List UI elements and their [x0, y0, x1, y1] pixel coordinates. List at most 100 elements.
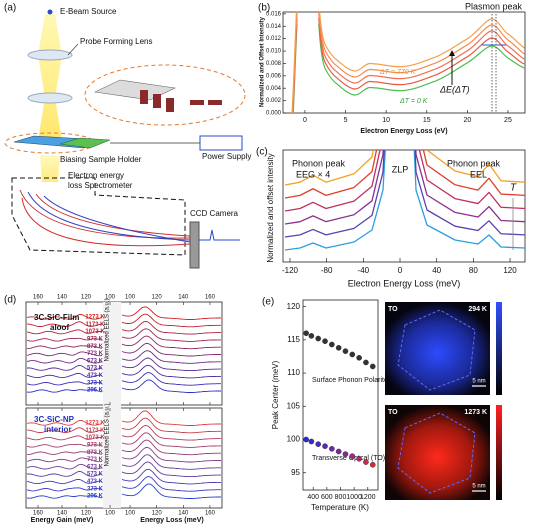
- curve: [26, 372, 103, 379]
- spectrometer: [11, 177, 186, 256]
- annotation: ΔT = 0 K: [399, 98, 428, 105]
- curves: [26, 306, 221, 499]
- point: [308, 438, 315, 445]
- y-tick-label: 0.004: [266, 86, 282, 92]
- x-tick-label: 140: [178, 511, 189, 517]
- curve: [284, 150, 525, 238]
- arrowhead: [449, 50, 455, 56]
- point: [356, 455, 362, 462]
- x-tick-label: 600: [321, 494, 333, 501]
- map-label: TO: [388, 306, 398, 313]
- curve: [121, 461, 221, 478]
- point: [322, 443, 328, 449]
- curve: [26, 381, 103, 386]
- temperature-label: 673 K: [87, 464, 104, 470]
- annotation: EEL: [470, 169, 487, 179]
- curves: [284, 150, 525, 251]
- x-tick-label: 120: [152, 511, 163, 517]
- x-tick-label: 80: [469, 266, 478, 275]
- x-tick-label: 140: [57, 511, 68, 517]
- map-label: 294 K: [468, 306, 487, 313]
- point: [308, 333, 315, 339]
- temperature-label: 773 K: [87, 351, 104, 357]
- point: [329, 341, 335, 348]
- temperature-label: 1173 K: [85, 428, 105, 434]
- trajectory: [35, 193, 191, 237]
- y-tick-label: 0.010: [266, 49, 282, 55]
- curve: [121, 476, 221, 492]
- x-tick-label: 140: [178, 295, 189, 301]
- axis-label: Normalized EELS (a.u.): [105, 403, 111, 466]
- axis-label: Temperature (K): [311, 503, 369, 512]
- axis-label: Normalized and offset intensity: [266, 153, 275, 262]
- label: Power Supply: [202, 152, 251, 161]
- x-tick-label: 400: [307, 494, 319, 501]
- axis-label: Energy Loss (meV): [140, 517, 203, 524]
- map-label: TO: [388, 409, 398, 416]
- divider: [103, 302, 121, 508]
- y-tick-label: 0.002: [266, 98, 282, 104]
- curve: [121, 468, 221, 485]
- x-tick-label: 140: [57, 295, 68, 301]
- x-tick-label: 15: [423, 117, 431, 124]
- panel-label: (d): [4, 295, 16, 306]
- outline: [397, 309, 476, 391]
- x-tick-label: 800: [335, 494, 347, 501]
- curve: [26, 337, 103, 342]
- spectrum: [199, 229, 240, 241]
- scale-label: 5 nm: [472, 484, 485, 490]
- annotation: Phonon peak: [447, 158, 501, 168]
- curve: [26, 457, 103, 463]
- label: Electron energy: [68, 171, 124, 180]
- pad: [140, 90, 148, 104]
- beam: [40, 155, 60, 182]
- annotation: ΔE(ΔT): [439, 84, 470, 94]
- series-label: Surface Phonon Polariton: [312, 377, 392, 384]
- panel-label: (a): [4, 3, 16, 14]
- axis-label: Electron Energy Loss (eV): [360, 128, 447, 135]
- y-tick-label: 0.012: [266, 36, 282, 42]
- point: [342, 451, 349, 457]
- temperature-label: 1173 K: [85, 322, 105, 328]
- point: [315, 441, 322, 447]
- curve: [27, 451, 103, 455]
- y-tick-label: 105: [287, 401, 301, 410]
- temperature-label: 973 K: [87, 336, 104, 342]
- curve: [292, 23, 525, 113]
- x-tick-label: 100: [125, 295, 136, 301]
- temperature-label: 373 K: [87, 486, 104, 492]
- temperature-label: 473 K: [87, 479, 104, 485]
- trajectory: [27, 191, 191, 241]
- panel-a: (a) E-Beam Source Probe Forming Lens Bia…: [4, 3, 251, 269]
- temperature-label: 1273 K: [85, 315, 105, 321]
- curve: [26, 487, 103, 492]
- y-tick-label: 100: [287, 435, 301, 444]
- point: [369, 461, 376, 468]
- temperature-label: 673 K: [87, 358, 104, 364]
- beam: [38, 14, 62, 140]
- annotation: 3C-SiC-NP: [34, 415, 75, 424]
- panel-label: (e): [262, 297, 274, 308]
- x-tick-label: 160: [205, 295, 216, 301]
- curve: [121, 432, 221, 448]
- annotation: interior: [44, 425, 72, 434]
- curve: [26, 463, 103, 470]
- curve: [26, 478, 103, 485]
- annotation: ZLP: [392, 164, 409, 174]
- x-tick-label: 40: [432, 266, 441, 275]
- label: loss Spectrometer: [68, 181, 133, 190]
- curve: [26, 443, 103, 448]
- curve: [27, 427, 103, 433]
- point: [335, 448, 342, 455]
- annotation: 3C-SiC-Film: [34, 313, 79, 322]
- y-tick-label: 120: [287, 302, 301, 311]
- trajectory: [43, 195, 191, 243]
- lens: [27, 49, 73, 61]
- curve: [121, 321, 221, 335]
- curve: [121, 306, 221, 320]
- curve: [121, 342, 221, 357]
- point: [335, 345, 342, 351]
- curve: [121, 372, 221, 386]
- curve: [27, 345, 103, 349]
- panel-label: (c): [256, 147, 268, 158]
